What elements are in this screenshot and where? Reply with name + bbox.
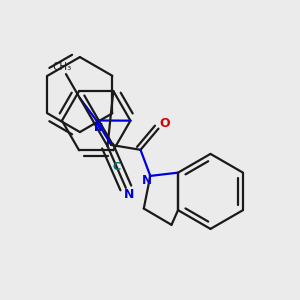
Text: O: O	[159, 117, 169, 130]
Text: C: C	[112, 162, 121, 172]
Text: N: N	[142, 174, 152, 187]
Text: CH₃: CH₃	[52, 62, 71, 72]
Text: N: N	[94, 123, 103, 133]
Text: N: N	[124, 188, 134, 201]
